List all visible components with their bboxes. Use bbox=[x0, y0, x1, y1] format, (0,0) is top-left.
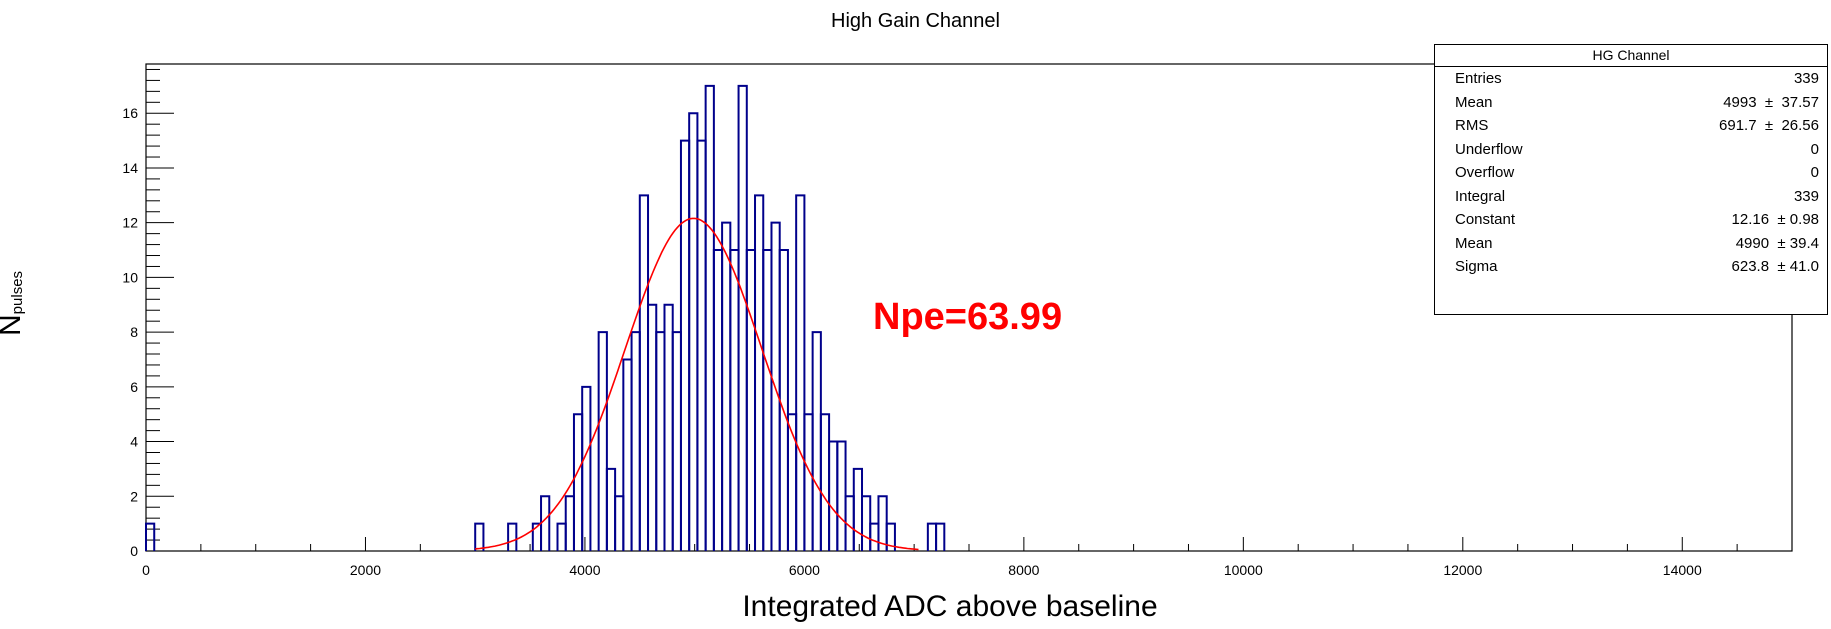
stats-label: RMS bbox=[1455, 117, 1489, 134]
stats-box-title: HG Channel bbox=[1435, 45, 1827, 67]
x-tick-label: 2000 bbox=[350, 562, 381, 578]
histogram-bin bbox=[737, 84, 748, 551]
histogram-bin bbox=[655, 331, 666, 551]
chart-title: High Gain Channel bbox=[831, 10, 1000, 32]
y-tick-label: 12 bbox=[122, 215, 138, 231]
histogram-bin bbox=[614, 495, 625, 551]
stats-label: Sigma bbox=[1455, 258, 1498, 275]
histogram-bin bbox=[803, 413, 814, 551]
histogram-bin bbox=[663, 303, 674, 551]
histogram-bin bbox=[828, 440, 839, 551]
histogram-bin bbox=[507, 522, 518, 551]
stats-row: Underflow 0 bbox=[1435, 138, 1827, 162]
stats-value: 623.8 ± 41.0 bbox=[1731, 258, 1819, 275]
stats-box: HG Channel Entries 339 Mean 4993 ± 37.57 R… bbox=[1434, 44, 1828, 315]
y-tick-label: 4 bbox=[130, 434, 138, 450]
stats-label: Integral bbox=[1455, 187, 1506, 205]
stats-label: Entries bbox=[1455, 70, 1502, 87]
x-tick-label: 10000 bbox=[1224, 562, 1263, 578]
stats-value: 0 bbox=[1810, 140, 1819, 158]
stats-value: 691.7 ± 26.56 bbox=[1719, 117, 1819, 134]
y-tick-label: 6 bbox=[130, 379, 138, 395]
histogram-bin bbox=[605, 467, 617, 551]
stats-row: Mean 4993 ± 37.57 bbox=[1435, 91, 1827, 115]
x-tick-label: 8000 bbox=[1008, 562, 1039, 578]
stats-row: RMS 691.7 ± 26.56 bbox=[1435, 114, 1827, 138]
x-tick-label: 6000 bbox=[789, 562, 820, 578]
histogram-bin bbox=[647, 303, 658, 551]
y-axis-label: Npulses bbox=[0, 271, 28, 336]
histogram-bin bbox=[704, 84, 715, 551]
stats-row: Mean 4990 ± 39.4 bbox=[1435, 232, 1827, 256]
y-tick-label: 14 bbox=[122, 160, 138, 176]
histogram-bin bbox=[778, 249, 789, 551]
histogram-bin bbox=[474, 522, 485, 551]
histogram-bin bbox=[721, 221, 732, 551]
stats-value: 0 bbox=[1810, 164, 1819, 181]
stats-value: 12.16 ± 0.98 bbox=[1731, 211, 1819, 228]
histogram-bin bbox=[572, 413, 584, 551]
stats-label: Underflow bbox=[1455, 140, 1523, 158]
x-tick-label: 14000 bbox=[1663, 562, 1702, 578]
histogram-bin bbox=[754, 194, 765, 551]
stats-row: Constant 12.16 ± 0.98 bbox=[1435, 208, 1827, 232]
histogram-bin bbox=[630, 331, 641, 551]
stats-row: Overflow 0 bbox=[1435, 161, 1827, 185]
histogram-bin bbox=[556, 522, 567, 551]
gaussian-fit-curve bbox=[475, 217, 919, 551]
x-tick-label: 0 bbox=[142, 562, 150, 578]
histogram-bin bbox=[852, 467, 864, 551]
histogram-bin bbox=[935, 522, 946, 551]
stats-value: 339 bbox=[1793, 187, 1819, 205]
histogram-bin bbox=[795, 194, 806, 551]
stats-label: Mean bbox=[1455, 93, 1493, 111]
stats-label: Overflow bbox=[1455, 164, 1515, 181]
y-axis-label-main: N bbox=[0, 314, 27, 336]
histogram-bin bbox=[679, 139, 691, 551]
histogram-bin bbox=[836, 440, 847, 551]
stats-row: Sigma 623.8 ± 41.0 bbox=[1435, 255, 1827, 279]
y-tick-label: 0 bbox=[130, 543, 138, 559]
histogram-bin bbox=[622, 358, 633, 551]
stats-value: 339 bbox=[1793, 70, 1819, 87]
histogram-bin bbox=[145, 522, 156, 551]
histogram-bin bbox=[712, 249, 724, 551]
histogram-bin bbox=[819, 413, 831, 551]
y-tick-label: 2 bbox=[130, 488, 138, 504]
stats-value: 4990 ± 39.4 bbox=[1735, 234, 1819, 252]
npe-annotation: Npe=63.99 bbox=[873, 296, 1063, 338]
y-tick-label: 16 bbox=[122, 105, 138, 121]
histogram-bin bbox=[811, 331, 822, 551]
stats-label: Constant bbox=[1455, 211, 1516, 228]
x-tick-label: 12000 bbox=[1443, 562, 1482, 578]
stats-row: Entries 339 bbox=[1435, 67, 1827, 91]
histogram-bin bbox=[671, 331, 682, 551]
y-tick-label: 10 bbox=[122, 269, 138, 285]
histogram-bin bbox=[564, 495, 575, 551]
histogram-bin bbox=[638, 194, 650, 551]
histogram-bin bbox=[861, 495, 872, 551]
histogram-bin bbox=[696, 139, 707, 551]
x-axis-label: Integrated ADC above baseline bbox=[742, 590, 1158, 623]
y-tick-label: 8 bbox=[130, 324, 138, 340]
histogram-bin bbox=[581, 385, 592, 551]
histogram-bin bbox=[926, 522, 938, 551]
stats-label: Mean bbox=[1455, 234, 1493, 252]
histogram-bin bbox=[729, 249, 740, 551]
histogram-bin bbox=[869, 522, 880, 551]
stats-value: 4993 ± 37.57 bbox=[1723, 93, 1819, 111]
histogram-bin bbox=[745, 249, 757, 551]
y-axis-label-sub: pulses bbox=[9, 270, 26, 315]
histogram-bin bbox=[762, 249, 773, 551]
histogram-bin bbox=[540, 495, 551, 551]
x-tick-label: 4000 bbox=[569, 562, 600, 578]
stats-row: Integral 339 bbox=[1435, 185, 1827, 209]
histogram-bin bbox=[597, 331, 608, 551]
histogram-bin bbox=[688, 112, 699, 551]
histogram-bin bbox=[885, 522, 896, 551]
